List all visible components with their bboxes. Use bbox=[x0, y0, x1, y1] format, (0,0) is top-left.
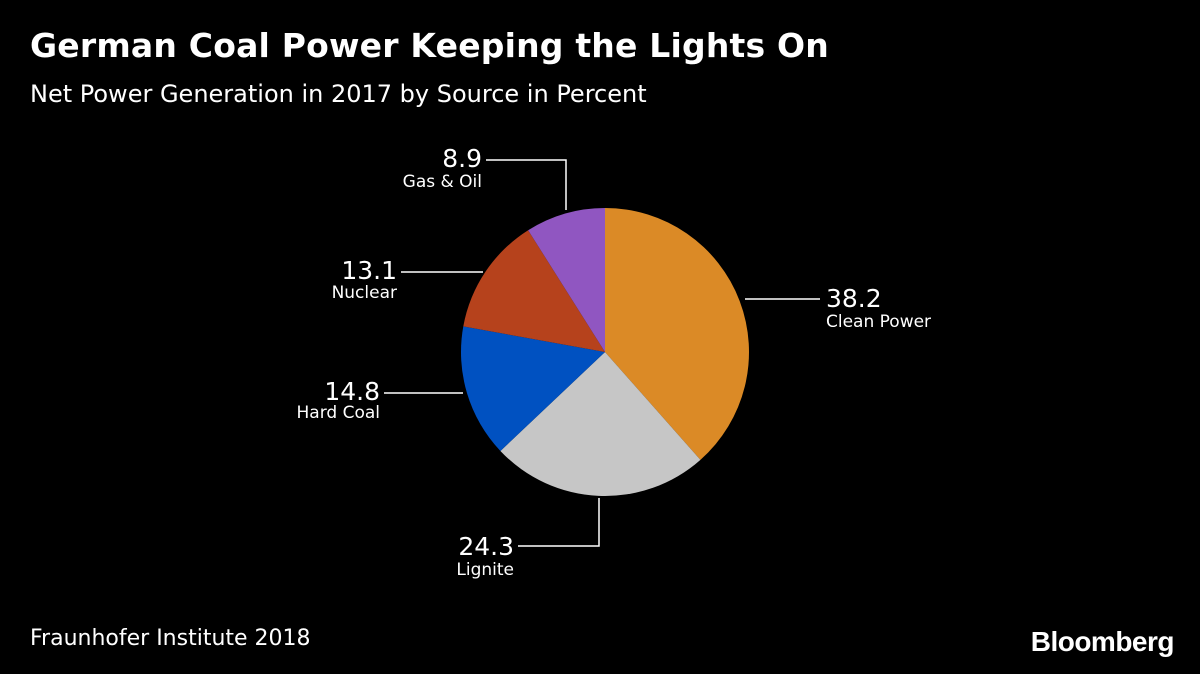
data-label-value-nuclear: 13.1 bbox=[341, 256, 397, 285]
data-label-category-nuclear: Nuclear bbox=[332, 283, 397, 303]
bloomberg-logo: Bloomberg bbox=[1030, 626, 1175, 657]
leader-line-gas-oil bbox=[486, 159, 567, 210]
chart-subtitle: Net Power Generation in 2017 by Source i… bbox=[30, 80, 647, 108]
data-label-category-hard-coal: Hard Coal bbox=[297, 403, 381, 423]
leader-line-lignite bbox=[518, 498, 600, 547]
data-label-value-clean-power: 38.2 bbox=[826, 284, 882, 313]
pie-slice-lignite bbox=[500, 352, 701, 497]
data-label-category-gas-oil: Gas & Oil bbox=[403, 172, 482, 192]
chart-title: German Coal Power Keeping the Lights On bbox=[30, 26, 829, 65]
pie-slice-gas-oil bbox=[528, 208, 605, 352]
pie-slice-hard-coal bbox=[460, 326, 605, 451]
data-label-value-lignite: 24.3 bbox=[458, 532, 514, 561]
data-label-value-hard-coal: 14.8 bbox=[324, 377, 380, 406]
pie-slice-nuclear bbox=[463, 230, 605, 352]
source-note: Fraunhofer Institute 2018 bbox=[30, 626, 311, 651]
pie-slice-clean-power bbox=[605, 208, 750, 460]
data-label-category-lignite: Lignite bbox=[456, 560, 514, 580]
pie-slices bbox=[460, 208, 750, 497]
data-label-value-gas-oil: 8.9 bbox=[442, 144, 482, 173]
data-label-category-clean-power: Clean Power bbox=[826, 312, 931, 332]
